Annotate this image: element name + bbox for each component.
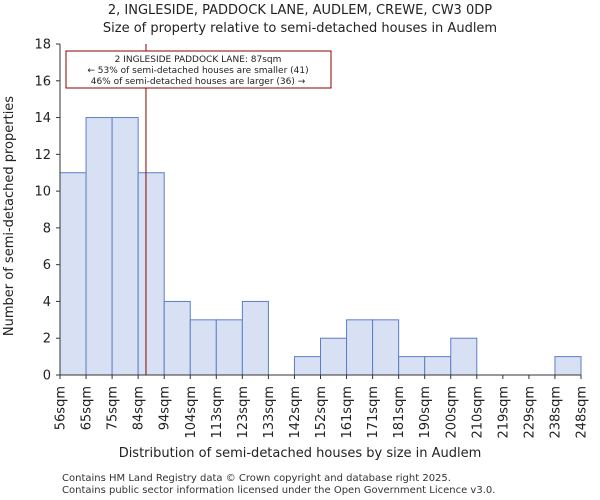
bars-group xyxy=(59,117,582,376)
x-tick-label: 94sqm xyxy=(158,386,173,430)
x-tick-label: 219sqm xyxy=(496,386,511,439)
y-tick-label: 0 xyxy=(43,369,51,384)
bar-123sqm xyxy=(241,300,269,376)
y-tick-label: 14 xyxy=(34,111,51,126)
bar-181sqm xyxy=(398,356,426,376)
bar-104sqm xyxy=(189,319,217,376)
x-tick-label: 104sqm xyxy=(184,386,199,439)
bar-65sqm xyxy=(85,117,113,376)
y-tick-label: 10 xyxy=(34,185,51,200)
bar-190sqm xyxy=(424,356,452,376)
x-axis-label: Distribution of semi-detached houses by … xyxy=(119,446,482,461)
footer-line-2: Contains public sector information licen… xyxy=(62,485,495,496)
y-axis-label: Number of semi-detached properties xyxy=(2,96,17,336)
x-tick-label: 229sqm xyxy=(522,386,537,439)
x-tick-label: 161sqm xyxy=(340,386,355,439)
x-tick-label: 113sqm xyxy=(210,386,225,439)
x-tick-label: 200sqm xyxy=(444,386,459,439)
annotation-line-1: 2 INGLESIDE PADDOCK LANE: 87sqm xyxy=(115,55,282,65)
x-tick-label: 248sqm xyxy=(575,386,590,439)
bar-200sqm xyxy=(450,337,478,376)
x-tick-label: 133sqm xyxy=(262,386,277,439)
bar-56sqm xyxy=(59,172,87,376)
x-axis-ticks: 56sqm 65sqm 75sqm 84sqm 94sqm 104sqm 113sqm 123… xyxy=(54,375,590,439)
y-tick-label: 6 xyxy=(43,258,51,273)
bar-84sqm xyxy=(137,172,165,376)
x-tick-label: 142sqm xyxy=(288,386,303,439)
x-tick-label: 210sqm xyxy=(470,386,485,439)
y-tick-label: 16 xyxy=(34,74,51,89)
bar-238sqm xyxy=(554,356,582,376)
bar-161sqm xyxy=(346,319,374,376)
annotation-box xyxy=(65,50,332,89)
chart-title: 2, INGLESIDE, PADDOCK LANE, AUDLEM, CREW… xyxy=(108,3,492,18)
annotation-line-2: ← 53% of semi-detached houses are smalle… xyxy=(87,66,308,76)
annotation-line-3: 46% of semi-detached houses are larger (… xyxy=(91,77,306,87)
y-tick-label: 4 xyxy=(43,295,51,310)
x-tick-label: 190sqm xyxy=(418,386,433,439)
x-tick-label: 123sqm xyxy=(236,386,251,439)
y-tick-label: 2 xyxy=(43,332,51,347)
x-tick-label: 84sqm xyxy=(132,386,147,430)
bar-142sqm xyxy=(293,356,322,376)
y-tick-label: 12 xyxy=(34,148,51,163)
bar-75sqm xyxy=(111,117,139,376)
bar-152sqm xyxy=(320,337,348,376)
x-tick-label: 152sqm xyxy=(314,386,329,439)
x-tick-label: 171sqm xyxy=(366,386,381,439)
chart-subtitle: Size of property relative to semi-detach… xyxy=(103,21,497,36)
footer-line-1: Contains HM Land Registry data © Crown c… xyxy=(62,473,451,484)
x-tick-label: 65sqm xyxy=(80,386,95,430)
y-tick-label: 8 xyxy=(43,221,51,236)
y-tick-label: 18 xyxy=(34,38,51,53)
bar-94sqm xyxy=(163,300,191,376)
bar-113sqm xyxy=(215,319,243,376)
y-axis-ticks: 0 2 4 6 8 10 12 14 16 18 xyxy=(34,38,60,384)
x-tick-label: 181sqm xyxy=(392,386,407,439)
x-tick-label: 56sqm xyxy=(54,386,69,430)
x-tick-label: 238sqm xyxy=(548,386,563,439)
bar-171sqm xyxy=(372,319,400,376)
x-tick-label: 75sqm xyxy=(106,386,121,430)
